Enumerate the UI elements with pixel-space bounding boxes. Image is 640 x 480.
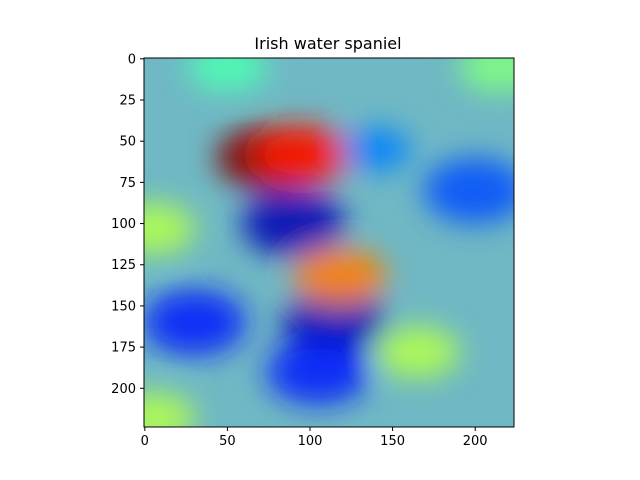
y-tick-label: 0 <box>128 52 136 67</box>
y-axis: 0 25 50 75 100 125 150 175 200 <box>111 52 144 397</box>
heatmap-coldspot <box>266 338 371 406</box>
plot-frame <box>143 57 515 428</box>
heatmap-hotspot <box>341 128 411 171</box>
y-tick-label: 200 <box>111 382 136 397</box>
heatmap-coldspot <box>144 289 247 356</box>
heatmap-hotspot <box>292 247 387 306</box>
x-tick-label: 200 <box>463 434 488 449</box>
plot-area <box>143 57 515 428</box>
y-tick-label: 150 <box>111 299 136 314</box>
x-tick-label: 50 <box>219 434 236 449</box>
x-tick-label: 0 <box>141 434 149 449</box>
heatmap-coldspot <box>241 190 346 257</box>
heatmap-hotspot <box>459 58 514 93</box>
heatmap-field <box>144 58 514 427</box>
x-tick-label: 100 <box>298 434 323 449</box>
chart-title: Irish water spaniel <box>254 34 401 53</box>
y-tick-label: 25 <box>119 94 136 109</box>
y-tick-label: 75 <box>119 176 136 191</box>
x-axis: 0 50 100 150 200 <box>141 427 488 449</box>
heatmap-hotspot <box>187 58 268 92</box>
x-tick-label: 150 <box>380 434 405 449</box>
heatmap-hotspot <box>375 326 460 378</box>
y-tick-label: 125 <box>111 258 136 273</box>
heatmap-coldspot <box>423 157 514 224</box>
heatmap-hotspot <box>144 392 196 427</box>
y-tick-label: 50 <box>119 135 136 150</box>
y-tick-label: 175 <box>111 341 136 356</box>
heatmap-coldspot <box>282 289 387 356</box>
y-tick-label: 100 <box>111 217 136 232</box>
heatmap-hotspot <box>252 124 352 185</box>
heatmap-hotspot <box>144 202 196 255</box>
